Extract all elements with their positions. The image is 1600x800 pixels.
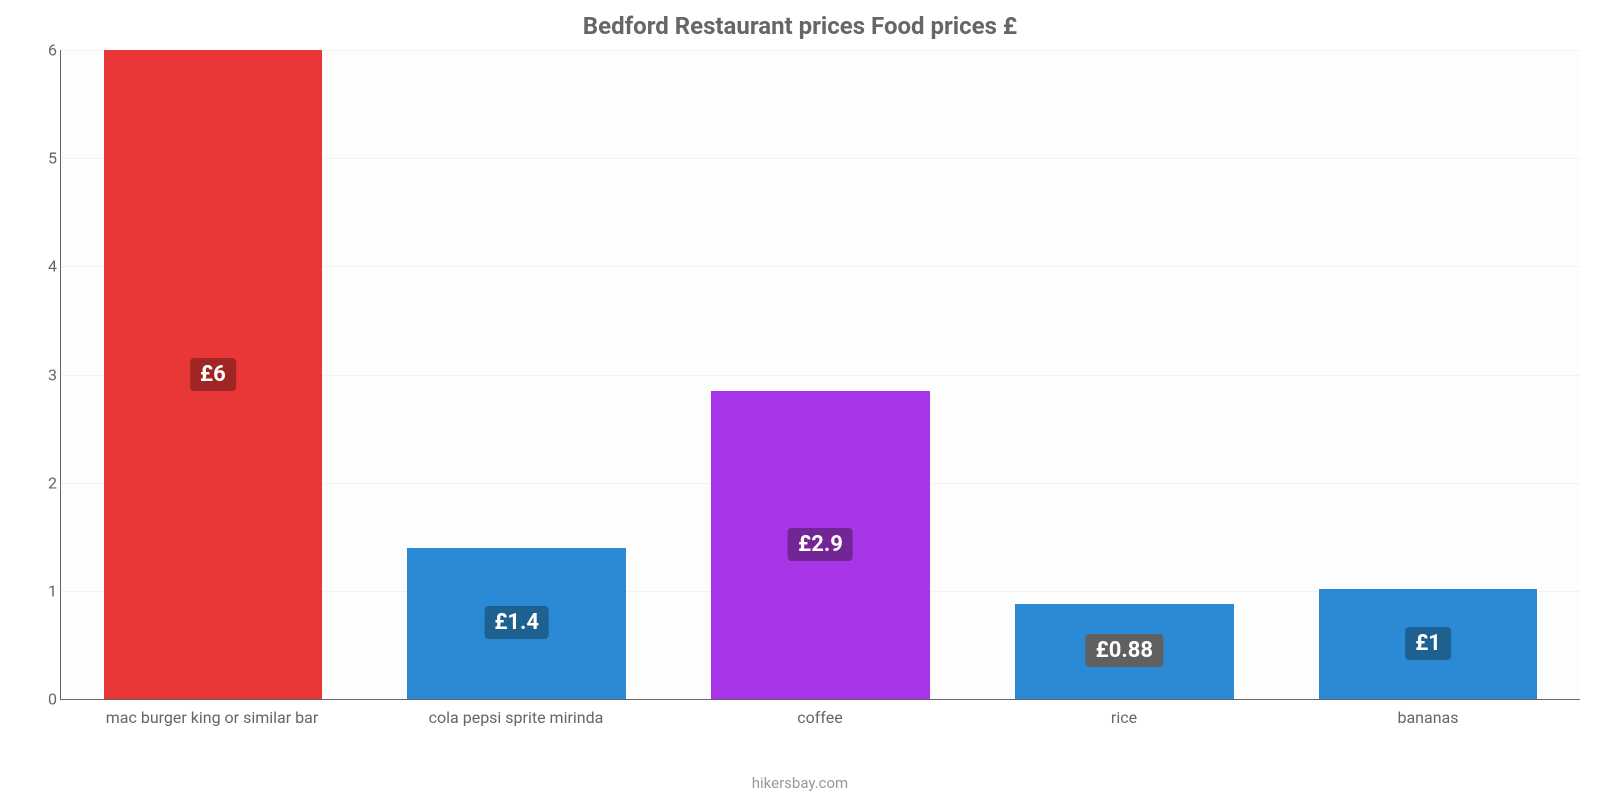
x-tick-label: coffee xyxy=(668,702,972,730)
bar-slot: £6 xyxy=(61,50,365,699)
bar-slot: £2.9 xyxy=(669,50,973,699)
x-tick-label: mac burger king or similar bar xyxy=(60,702,364,730)
x-tick-label: cola pepsi sprite mirinda xyxy=(364,702,668,730)
bar-value-label: £0.88 xyxy=(1086,634,1163,667)
bar-slot: £1.4 xyxy=(365,50,669,699)
bar-slot: £0.88 xyxy=(972,50,1276,699)
y-tick-label: 5 xyxy=(39,149,57,168)
bar-value-label: £2.9 xyxy=(788,528,853,561)
bar-value-label: £6 xyxy=(190,358,236,391)
y-tick-label: 1 xyxy=(39,581,57,600)
y-tick-label: 0 xyxy=(39,690,57,709)
x-tick-label: bananas xyxy=(1276,702,1580,730)
bar-value-label: £1.4 xyxy=(484,606,549,639)
x-tick-label: rice xyxy=(972,702,1276,730)
chart-title: Bedford Restaurant prices Food prices £ xyxy=(0,0,1600,48)
chart-container: Bedford Restaurant prices Food prices £ … xyxy=(0,0,1600,800)
bar-value-label: £1 xyxy=(1405,627,1451,660)
source-label: hikersbay.com xyxy=(0,774,1600,792)
y-tick-label: 6 xyxy=(39,41,57,60)
x-axis-labels: mac burger king or similar barcola pepsi… xyxy=(60,702,1580,730)
plot-outer: £6£1.4£2.9£0.88£1 0123456 mac burger kin… xyxy=(40,50,1580,730)
y-tick-label: 4 xyxy=(39,257,57,276)
plot-area: £6£1.4£2.9£0.88£1 0123456 xyxy=(60,50,1580,700)
y-tick-label: 3 xyxy=(39,365,57,384)
bars-layer: £6 £1.4 £2.9 £0.88 £1 xyxy=(61,50,1580,699)
bar-slot: £1 xyxy=(1276,50,1580,699)
y-tick-label: 2 xyxy=(39,473,57,492)
